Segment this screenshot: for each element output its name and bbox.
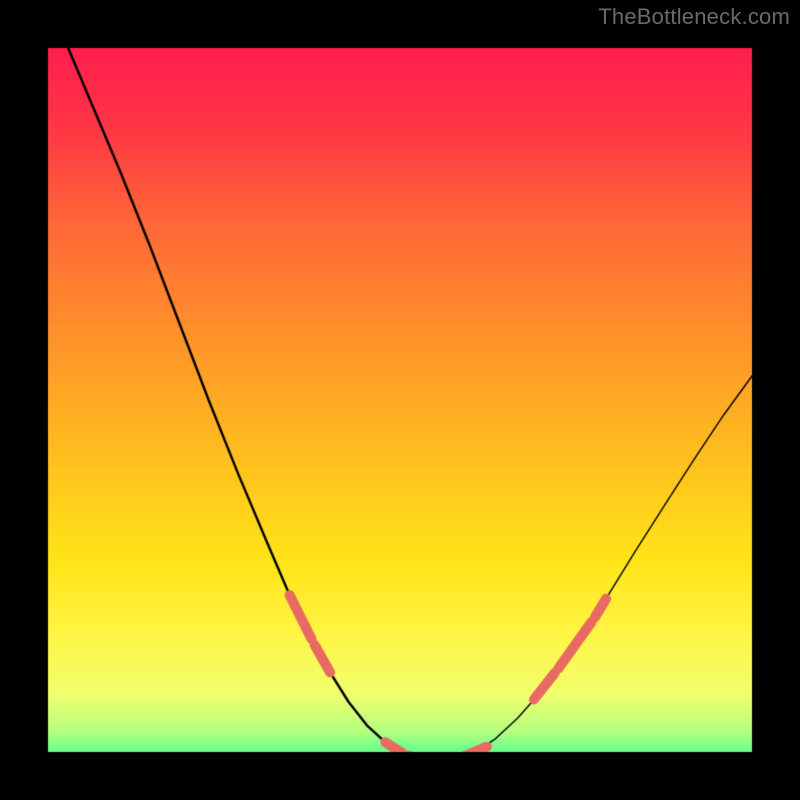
chart-container: TheBottleneck.com: [0, 0, 800, 800]
bottleneck-curve-chart: [0, 0, 800, 800]
